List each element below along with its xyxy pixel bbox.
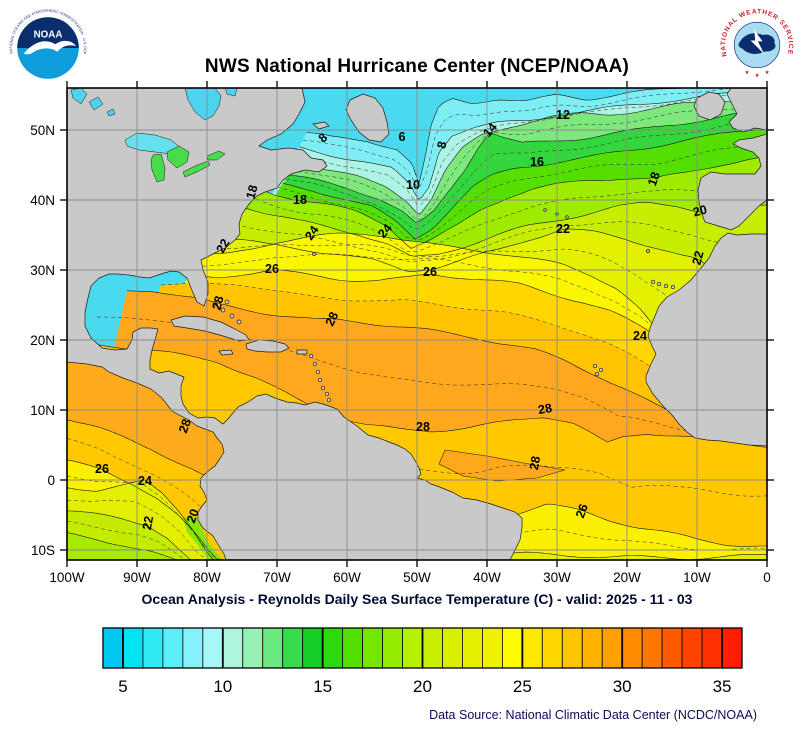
svg-text:28: 28 [209, 294, 226, 311]
x-tick-label: 50W [403, 570, 431, 585]
y-tick-label: 10S [31, 543, 55, 558]
lake-erie [182, 160, 211, 178]
svg-text:22: 22 [140, 515, 156, 531]
inland-water-layer [70, 88, 238, 183]
svg-text:8: 8 [434, 140, 449, 150]
land-layer [67, 88, 767, 560]
y-tick-label: 20N [30, 333, 55, 348]
svg-text:28: 28 [323, 310, 342, 329]
svg-text:22: 22 [213, 236, 232, 255]
y-tick-label: 40N [30, 193, 55, 208]
map-frame [60, 81, 774, 567]
svg-text:12: 12 [556, 108, 570, 122]
colorbar-labels: 5 10 15 20 25 30 35 [118, 677, 731, 696]
nws-logo-graphic: NATIONAL WEATHER SERVICE ★ ★ ★ [716, 4, 798, 86]
svg-text:22: 22 [689, 249, 706, 266]
x-tick-label: 100W [49, 570, 85, 585]
svg-text:24: 24 [633, 329, 647, 343]
x-tick-label: 0 [763, 570, 771, 585]
x-tick-label: 90W [123, 570, 151, 585]
colorbar-tick-label: 15 [313, 677, 332, 696]
data-source-text: Data Source: National Climatic Data Cent… [429, 708, 757, 722]
page-title: NWS National Hurricane Center (NCEP/NOAA… [204, 56, 630, 77]
svg-text:28: 28 [416, 420, 430, 434]
nws-star-icon: ★ [745, 70, 750, 76]
noaa-logo: NATIONAL OCEANIC AND ATMOSPHERIC ADMINIS… [6, 6, 90, 90]
svg-text:28: 28 [527, 455, 543, 471]
svg-text:6: 6 [399, 130, 406, 144]
lake-ontario [206, 150, 226, 161]
lake-michigan [150, 153, 166, 183]
svg-text:16: 16 [530, 155, 544, 169]
svg-text:26: 26 [573, 502, 591, 520]
nws-lightning-icon [750, 29, 765, 55]
ireland-island [693, 91, 726, 121]
colorbar-tick-label: 20 [413, 677, 432, 696]
svg-text:18: 18 [293, 193, 307, 207]
y-tick-label: 0 [47, 473, 55, 488]
africa-landmass [645, 232, 767, 447]
noaa-wordmark: NOAA [34, 30, 63, 41]
svg-text:18: 18 [243, 183, 260, 200]
y-tick-label: 10N [30, 403, 55, 418]
colorbar-tick-label: 25 [513, 677, 532, 696]
colorbar-tick-label: 30 [613, 677, 632, 696]
nws-star-icon: ★ [765, 70, 770, 76]
svg-text:28: 28 [176, 417, 194, 435]
colorbar-tick-label: 10 [213, 677, 232, 696]
figure-caption: Ocean Analysis - Reynolds Daily Sea Surf… [141, 591, 693, 607]
noaa-sky-half [17, 17, 79, 48]
great-britain-island [726, 88, 767, 133]
noaa-seagull-icon [23, 40, 76, 55]
svg-text:20: 20 [184, 507, 202, 525]
svg-text:26: 26 [265, 262, 279, 276]
x-tick-label: 80W [193, 570, 221, 585]
noaa-logo-graphic: NATIONAL OCEANIC AND ATMOSPHERIC ADMINIS… [6, 6, 90, 90]
lake-huron [166, 145, 190, 169]
svg-text:24: 24 [138, 474, 152, 488]
x-tick-label: 60W [333, 570, 361, 585]
x-tick-label: 30W [543, 570, 571, 585]
americas-landmass [67, 88, 523, 560]
svg-text:18: 18 [645, 170, 663, 188]
svg-text:20: 20 [691, 202, 708, 219]
y-tick-label: 30N [30, 263, 55, 278]
nws-star-icon: ★ [755, 73, 760, 79]
svg-text:26: 26 [423, 265, 437, 279]
axis-labels: 50N 40N 30N 20N 10N 0 10S 100W 90W 80W 70W 60W 50W 40… [30, 123, 771, 585]
hispaniola-island [245, 339, 290, 353]
colorbar-tick-label: 5 [118, 677, 127, 696]
svg-text:26: 26 [95, 462, 109, 476]
x-tick-label: 10W [683, 570, 711, 585]
x-tick-label: 20W [613, 570, 641, 585]
colorbar-tick-label: 35 [713, 677, 732, 696]
svg-text:28: 28 [537, 401, 553, 417]
graticule [67, 88, 767, 560]
x-tick-label: 40W [473, 570, 501, 585]
hudson-bay [184, 88, 222, 121]
svg-text:10: 10 [406, 178, 420, 192]
svg-text:22: 22 [556, 222, 570, 236]
y-tick-label: 50N [30, 123, 55, 138]
colorbar: 5 10 15 20 25 30 35 [102, 627, 743, 696]
svg-text:24: 24 [302, 223, 321, 242]
nws-logo: NATIONAL WEATHER SERVICE ★ ★ ★ [716, 4, 798, 86]
france-iberia-landmass [697, 133, 767, 231]
x-tick-label: 70W [263, 570, 291, 585]
